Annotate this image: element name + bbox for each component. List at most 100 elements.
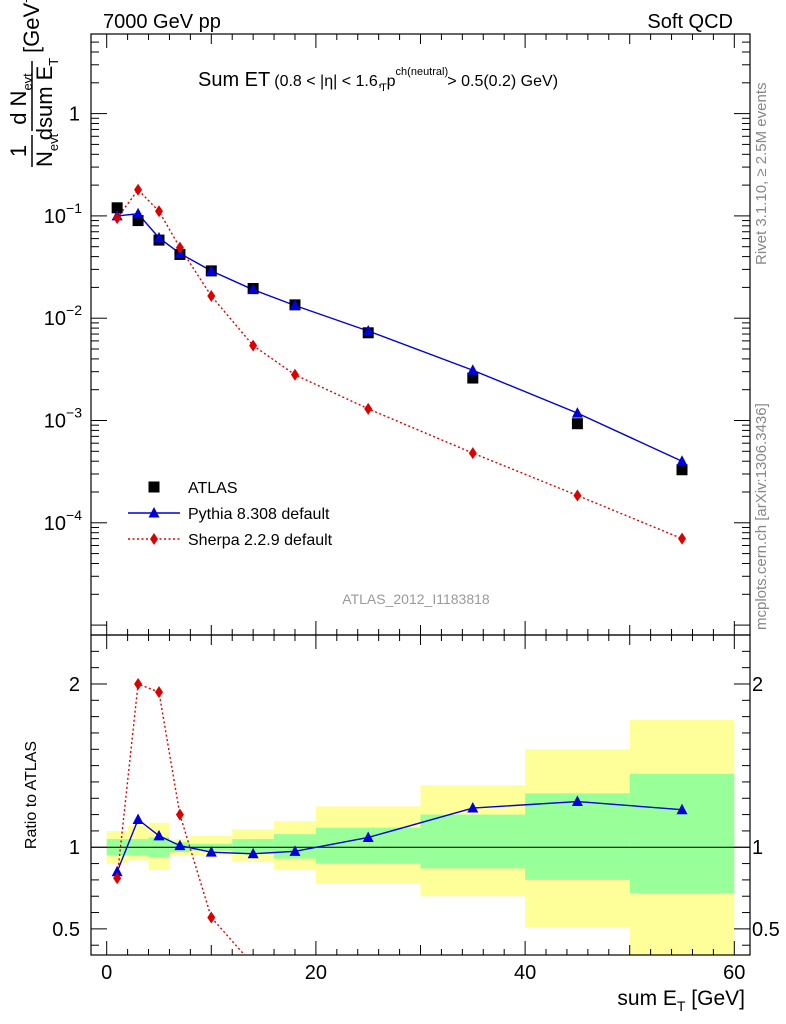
main-point-triangle [247, 283, 259, 295]
header-right-label: Soft QCD [647, 11, 733, 33]
main-point-diamond [207, 289, 216, 302]
main-point-diamond [134, 183, 143, 196]
main-point-diamond [573, 489, 582, 502]
ratio-point-diamond [573, 972, 581, 984]
ratio-point-diamond [113, 872, 122, 885]
ylabel-unit: [GeV-1] [18, 0, 44, 53]
reference-label: ATLAS_2012_I1183818 [342, 591, 490, 607]
ylabel-one: 1 [6, 145, 31, 157]
plot-subtitle-mid: | < 1.6, p [333, 73, 396, 90]
header-left-label: 7000 GeV pp [103, 11, 221, 33]
x-tick-label: 40 [514, 962, 536, 984]
ratio-y-tick-label-right: 2 [752, 674, 763, 696]
main-line-triangle [117, 212, 683, 462]
main-y-tick-label: 10−3 [44, 404, 82, 432]
ratio-y-tick-label: 1 [69, 837, 80, 859]
ratio-y-tick-label-right: 0.5 [752, 919, 780, 941]
ratio-y-tick-label: 2 [69, 674, 80, 696]
plot-title-main: Sum ET [198, 69, 270, 91]
band-stat-bin [232, 839, 275, 854]
x-tick-label: 0 [101, 962, 112, 984]
x-tick-label: 20 [305, 962, 327, 984]
main-panel-markers [111, 183, 688, 545]
ylabel-frac-num: d Nevt [6, 73, 35, 125]
x-tick-label: 60 [723, 962, 745, 984]
legend-marker-diamond [150, 533, 158, 545]
main-y-tick-label: 10−1 [44, 200, 82, 228]
ratio-point-triangle [174, 839, 186, 851]
ratio-point-triangle [571, 795, 583, 807]
legend-label: Sherpa 2.2.9 default [188, 532, 333, 549]
side-label-rivet: Rivet 3.1.10, ≥ 2.5M events [753, 83, 770, 266]
axis-tick-labels: 0 20 40 60 10−4 10−3 10−2 10−1 1 0.5 0.5 1 1 2 2 [44, 104, 780, 984]
legend-label: ATLAS [188, 480, 238, 497]
main-y-tick-label: 10−2 [44, 302, 82, 330]
ylabel-pre-den: Nevt [32, 133, 61, 167]
axis-ticks [91, 33, 750, 955]
xlabel: sum ET [GeV] [617, 987, 745, 1014]
ratio-point-diamond [134, 677, 143, 690]
ratio-point-diamond [175, 808, 184, 821]
main-ylabel: 1 Nevt d Nevt dsum ET [GeV-1] [6, 0, 61, 167]
ratio-y-tick-label-right: 1 [752, 837, 763, 859]
legend-marker-square [148, 481, 160, 493]
main-point-square [571, 418, 583, 430]
ratio-y-tick-label: 0.5 [52, 919, 80, 941]
main-point-diamond [154, 205, 163, 218]
band-stat-bin [525, 793, 630, 880]
ratio-point-diamond [291, 972, 299, 984]
ratio-point-diamond [678, 970, 686, 982]
ratio-panel-markers [111, 677, 688, 987]
main-point-square [111, 202, 123, 214]
ratio-point-triangle [467, 802, 479, 813]
ratio-point-triangle [132, 813, 144, 824]
ratio-uncertainty-bands [106, 719, 735, 955]
plot-subtitle-end: > 0.5(0.2) GeV) [443, 73, 558, 90]
main-point-diamond [175, 241, 184, 254]
band-stat-bin [420, 814, 526, 869]
main-point-triangle [289, 299, 301, 311]
main-point-diamond [249, 339, 258, 352]
plot-subtitle-open: (0.8 < | [274, 73, 324, 90]
ylabel-frac-den: dsum ET [32, 58, 61, 141]
ratio-ylabel: Ratio to ATLAS [23, 741, 40, 849]
plot-subtitle-eta: η [324, 73, 333, 90]
ratio-point-triangle [676, 803, 688, 815]
band-stat-bin [629, 773, 735, 893]
main-point-triangle [153, 231, 165, 243]
ratio-point-diamond [154, 686, 163, 699]
main-y-tick-label: 10−4 [44, 507, 82, 535]
main-point-diamond [678, 532, 687, 545]
main-point-diamond [113, 212, 122, 225]
main-point-square [467, 372, 479, 384]
main-y-tick-label: 1 [69, 104, 80, 126]
main-point-diamond [290, 368, 299, 381]
main-point-square [132, 215, 144, 227]
main-point-diamond [468, 447, 477, 460]
legend: ATLAS Pythia 8.308 default Sherpa 2.2.9 de… [128, 480, 333, 549]
main-point-triangle [467, 364, 479, 375]
legend-label: Pythia 8.308 default [188, 506, 330, 523]
main-point-triangle [132, 207, 144, 219]
main-point-triangle [571, 407, 583, 418]
ratio-point-triangle [205, 846, 217, 857]
ratio-point-diamond [469, 975, 477, 987]
plot-subtitle-sub: T [380, 82, 387, 94]
side-label-mcplots: mcplots.cern.ch [arXiv:1306.3436] [753, 403, 770, 630]
plot-subtitle-sup: ch(neutral) [396, 66, 449, 78]
ratio-point-triangle [362, 831, 374, 842]
main-point-triangle [205, 264, 217, 276]
ratio-point-triangle [289, 845, 301, 856]
legend-marker-triangle [148, 507, 160, 518]
ratio-point-diamond [249, 959, 257, 971]
plot-title: Sum ET (0.8 < |η| < 1.6, pch(neutral) T > … [198, 66, 558, 94]
main-point-diamond [364, 402, 373, 415]
main-point-square [676, 464, 688, 476]
ratio-point-triangle [111, 865, 123, 877]
ratio-point-triangle [247, 847, 259, 859]
main-point-triangle [676, 455, 688, 466]
ratio-point-diamond [364, 975, 372, 987]
ratio-point-diamond [207, 911, 216, 924]
ratio-point-triangle [153, 829, 165, 841]
